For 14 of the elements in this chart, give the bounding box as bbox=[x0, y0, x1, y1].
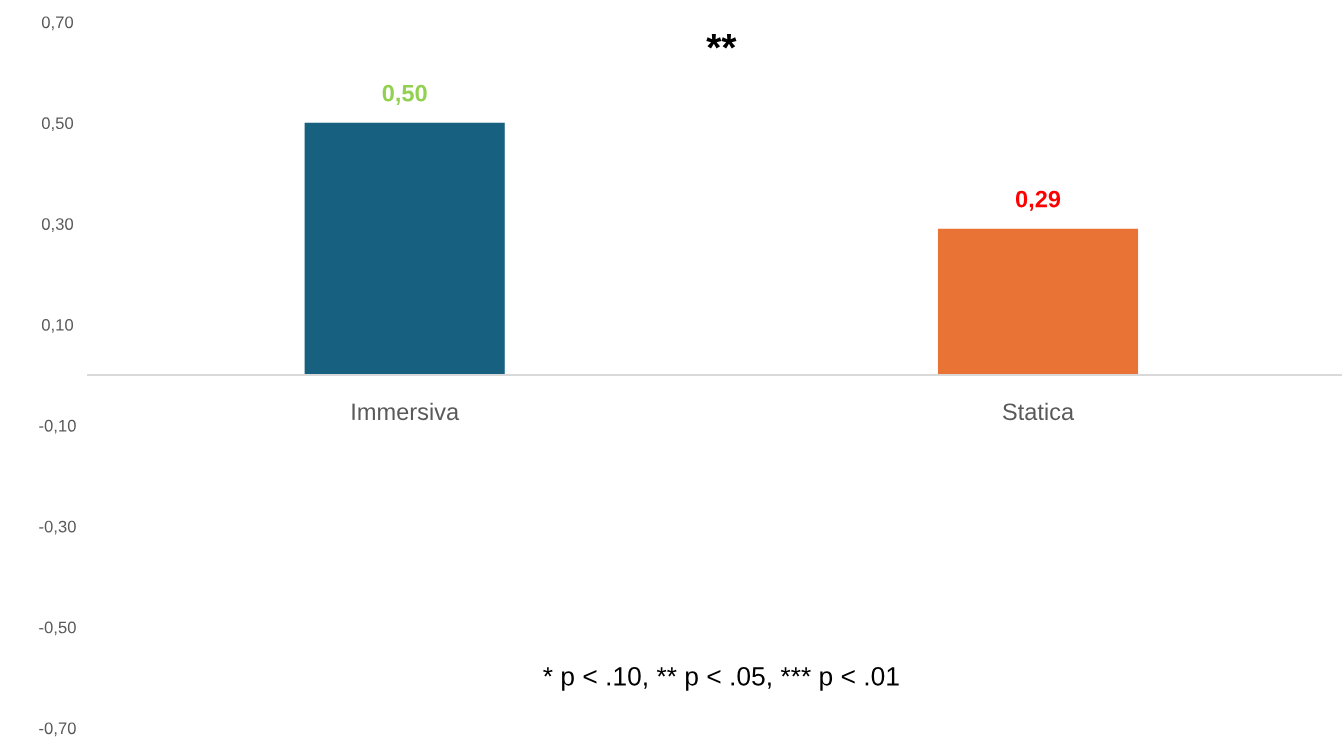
annotation: ** bbox=[706, 34, 737, 49]
y-tick-label: 0,10 bbox=[41, 318, 74, 333]
data-label: 0,50 bbox=[382, 84, 427, 105]
y-tick-label: -0,30 bbox=[39, 520, 76, 535]
data-label: 0,29 bbox=[1015, 190, 1061, 211]
x-tick-label: Immersiva bbox=[352, 402, 460, 421]
y-tick-label: -0,70 bbox=[39, 722, 76, 737]
y-tick-label: -0,10 bbox=[39, 419, 76, 434]
x-tick-label: Statica bbox=[1002, 402, 1075, 421]
y-tick-label: 0,70 bbox=[41, 16, 74, 31]
y-tick-label: -0,50 bbox=[39, 621, 76, 636]
y-tick-label: 0,50 bbox=[41, 117, 74, 132]
y-tick-label: 0,30 bbox=[41, 218, 74, 232]
annotation: * p < .10, ** p < .05, *** p < .01 bbox=[543, 666, 899, 691]
